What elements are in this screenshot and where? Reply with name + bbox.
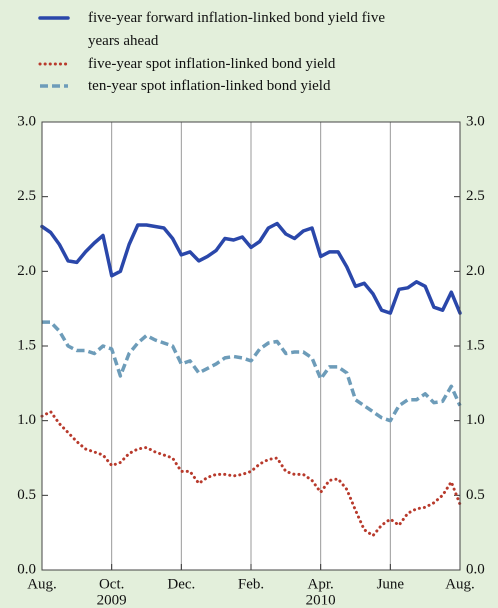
legend-label: ten-year spot inflation-linked bond yiel… xyxy=(88,77,331,94)
y2-tick-label: 3.0 xyxy=(466,113,485,129)
x-tick-label: Feb. xyxy=(238,576,264,592)
legend-label: five-year spot inflation-linked bond yie… xyxy=(88,55,336,72)
y-tick-label: 2.5 xyxy=(17,188,36,204)
x-year-label: 2009 xyxy=(97,592,127,608)
y2-tick-label: 1.5 xyxy=(466,337,485,353)
series-line xyxy=(42,320,462,423)
series-line xyxy=(40,410,462,538)
x-tick-label: Aug. xyxy=(445,576,475,592)
y-tick-label: 0.5 xyxy=(17,487,36,503)
y-tick-label: 3.0 xyxy=(17,113,36,129)
legend-label: five-year forward inflation-linked bond … xyxy=(88,9,385,49)
y2-tick-label: 1.0 xyxy=(466,412,485,428)
plot-frame xyxy=(41,121,461,571)
series-line xyxy=(40,221,462,315)
y2-tick-label: 2.5 xyxy=(466,188,485,204)
x-tick-label: June xyxy=(377,576,405,592)
y2-tick-label: 0.5 xyxy=(466,487,485,503)
y-tick-label: 0.0 xyxy=(17,561,36,577)
x-tick-label: Dec. xyxy=(167,576,195,592)
y-tick-label: 1.0 xyxy=(17,412,36,428)
x-tick-label: Apr. xyxy=(308,576,334,592)
y2-tick-label: 0.0 xyxy=(466,561,485,577)
x-tick-label: Oct. xyxy=(99,576,124,592)
y-tick-label: 1.5 xyxy=(17,337,36,353)
x-year-label: 2010 xyxy=(306,592,336,608)
x-tick-label: Aug. xyxy=(27,576,57,592)
y2-tick-label: 2.0 xyxy=(466,263,485,279)
y-tick-label: 2.0 xyxy=(17,263,36,279)
